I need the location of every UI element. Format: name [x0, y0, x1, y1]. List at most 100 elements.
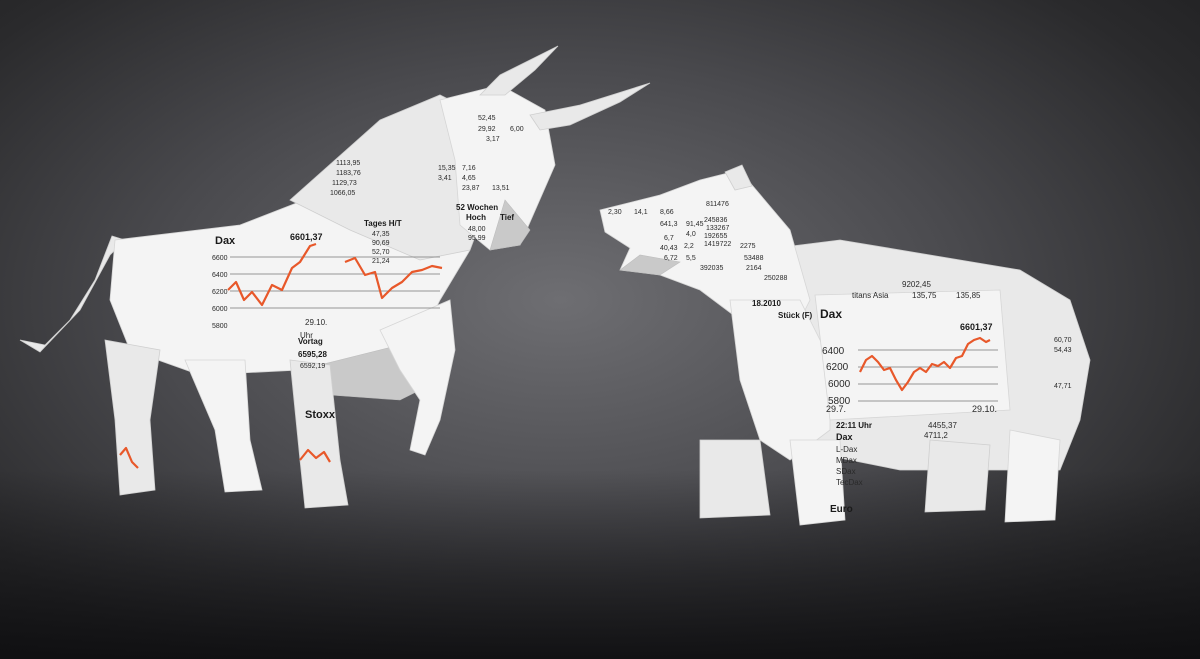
bear-num: 1419722	[704, 241, 731, 248]
bear-num: 40,43	[660, 245, 678, 252]
bear-asia-value: 9202,45	[902, 280, 931, 289]
bear-index-item: Dax	[836, 432, 853, 442]
bull-index-name: Dax	[215, 235, 236, 247]
bull-num: 3,17	[486, 136, 500, 143]
bear-y-ticks: 6400 6200 6000 5800	[822, 346, 851, 407]
bear-leg-front-right	[789, 439, 846, 526]
bull-num: 6,00	[510, 126, 524, 133]
bull-num: 29,92	[478, 126, 496, 133]
bear-num: 2275	[740, 243, 756, 250]
bull-last-value: 6601,37	[290, 232, 323, 242]
bull-num: 47,35	[372, 231, 390, 238]
bear-tick: 6000	[828, 379, 851, 390]
bear-chart-line	[859, 336, 991, 392]
bear-num: 4711,2	[924, 431, 948, 440]
bear-tick: 5800	[828, 396, 851, 407]
bull-num: 4,65	[462, 175, 476, 182]
bear-num: 5,5	[686, 255, 696, 262]
bear-index-item: MDax	[836, 456, 857, 465]
bull-num: 52,45	[478, 115, 496, 122]
bull-tages: Tages H/T	[364, 219, 402, 228]
bear-asia-value: 135,75	[912, 291, 937, 300]
bull-chart-line-2	[344, 256, 443, 300]
bear-num: 4455,37	[928, 421, 957, 430]
bull-num: 3,41	[438, 175, 452, 182]
bear-stueck: Stück (F)	[778, 311, 813, 320]
bull-num: 15,35	[438, 165, 456, 172]
bear-num: 192655	[704, 233, 727, 240]
bull-leg-raised	[379, 299, 456, 456]
bull-num: 1183,76	[336, 170, 361, 177]
bear-num: 14,1	[634, 209, 648, 216]
bear-jaw	[619, 254, 681, 276]
bear-num: 47,71	[1054, 383, 1072, 390]
bull-horn-right	[529, 82, 651, 131]
bull-num: 1129,73	[332, 180, 357, 187]
bear-num: 6,72	[664, 255, 678, 262]
bull-num: 1066,05	[330, 190, 355, 197]
bull-uhr: Uhr	[300, 331, 313, 340]
bear-euro: Euro	[830, 504, 853, 515]
bear-index-item: L-Dax	[836, 445, 857, 454]
bull-num: 21,24	[372, 258, 390, 265]
bull-num: 1113,95	[336, 160, 360, 167]
bull-y-ticks: 6600 6400 6200 6000 5800	[212, 255, 228, 330]
bear-num: 245836	[704, 217, 727, 224]
bear-last-value: 6601,37	[960, 322, 993, 332]
bear-asia: titans Asia	[852, 291, 889, 300]
bear-date-header: 18.2010	[752, 299, 781, 308]
bull-num: 48,00	[468, 226, 486, 233]
bear-num: 4,0	[686, 231, 696, 238]
bear-date-start: 29.7.	[826, 404, 846, 414]
bear-index-name: Dax	[820, 307, 842, 321]
bull-leg-hind-left	[104, 339, 161, 496]
bear-tick: 6400	[822, 346, 845, 357]
bull-num: 6592,19	[300, 363, 325, 370]
bear-num: 2164	[746, 265, 762, 272]
bull-horn-left	[479, 45, 559, 96]
bear-index-item: TecDax	[836, 478, 863, 487]
bull-vortag-value: 6595,28	[298, 350, 327, 359]
bear-index-item: SDax	[836, 467, 856, 476]
bear-num: 392035	[700, 265, 723, 272]
bull-num: 7,16	[462, 165, 476, 172]
bull-num: 13,51	[492, 185, 510, 192]
bull-vortag-label: Vortag	[298, 337, 323, 346]
bull-num: 23,87	[462, 185, 480, 192]
bear-time: 22:11 Uhr	[836, 421, 872, 430]
bear-date-end: 29.10.	[972, 404, 997, 414]
bull-tick: 6200	[212, 289, 228, 296]
bull-week-header: 52 Wochen	[456, 203, 498, 212]
bear-num: 2,30	[608, 209, 622, 216]
bull-tick: 6000	[212, 306, 228, 313]
bear-num: 250288	[764, 275, 787, 282]
bear-num: 811476	[706, 201, 729, 208]
floor-reflection	[0, 470, 1200, 659]
bull-week-tief: Tief	[500, 213, 514, 222]
bear-num: 60,70	[1054, 337, 1072, 344]
bear-num: 6,7	[664, 235, 674, 242]
bull-num: 52,70	[372, 249, 390, 256]
bull-tick: 6400	[212, 272, 228, 279]
bear-tick: 6200	[826, 362, 849, 373]
bull-num: 90,69	[372, 240, 390, 247]
bear-num: 54,43	[1054, 347, 1072, 354]
bear-ear	[724, 164, 753, 191]
bull-tick: 5800	[212, 323, 228, 330]
bull-chart-line	[227, 242, 317, 307]
bear-leg-hind-right	[1004, 429, 1061, 523]
bull-leg-hind-right	[184, 359, 263, 493]
bull-stoxx: Stoxx	[305, 409, 336, 421]
bull-num: 95,99	[468, 235, 486, 242]
bear-asia-value: 135,85	[956, 291, 981, 300]
bear-leg-hind-left	[924, 439, 991, 513]
bear-num: 8,66	[660, 209, 674, 216]
bull-week-high: Hoch	[466, 213, 486, 222]
bear-num: 641,3	[660, 221, 678, 228]
bear-chart-panel	[814, 289, 1011, 421]
bull-date-end: 29.10.	[305, 318, 327, 327]
bear-num: 53488	[744, 255, 764, 262]
